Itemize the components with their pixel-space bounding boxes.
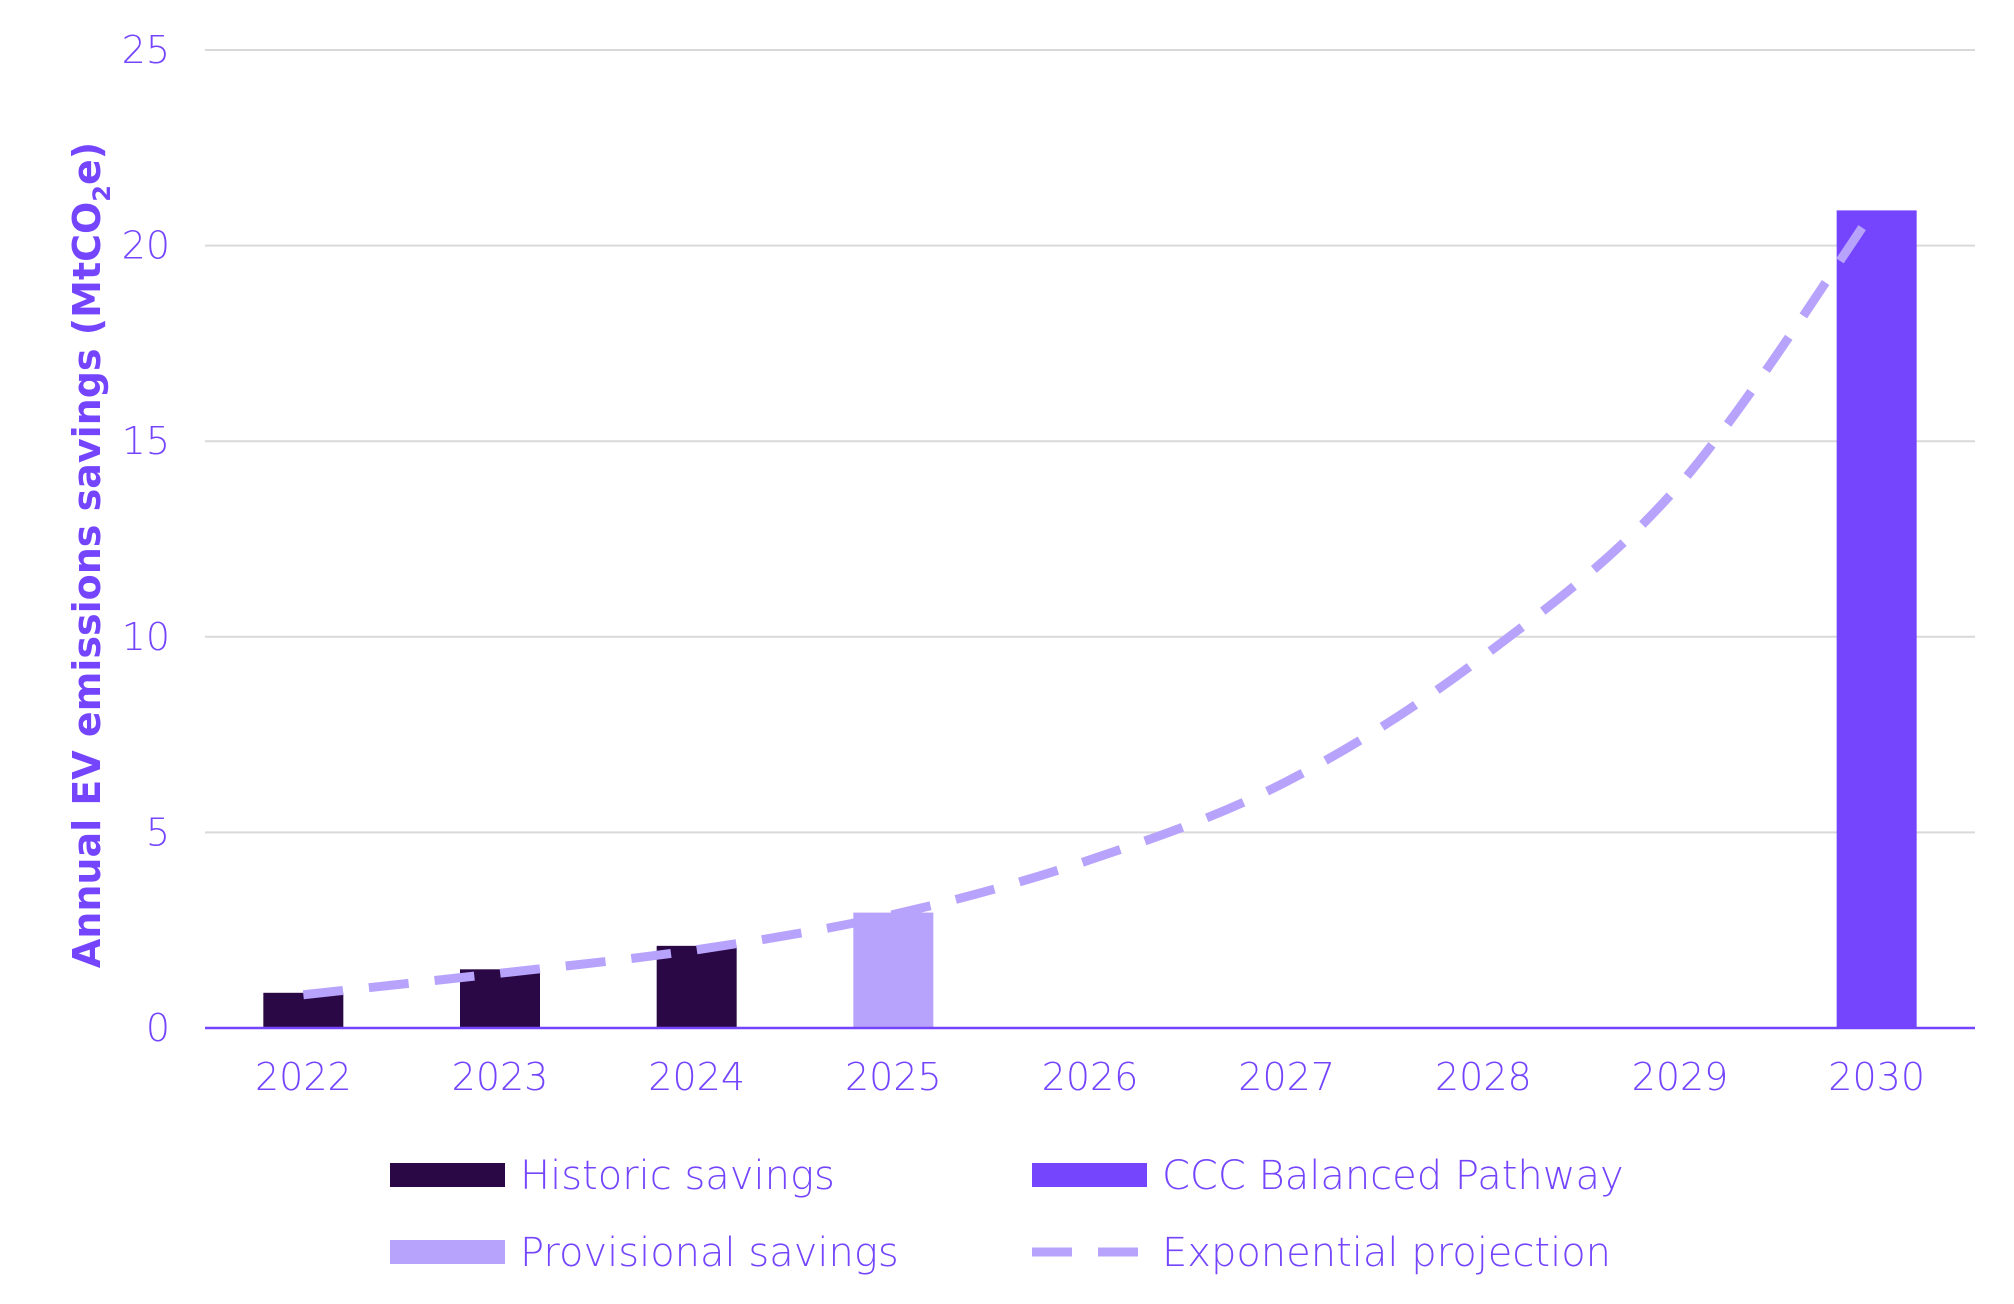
x-tick-label: 2025 — [845, 1055, 942, 1099]
projection-line — [302, 203, 1881, 1000]
x-tick-label: 2023 — [452, 1055, 549, 1099]
x-tick-label: 2024 — [648, 1055, 745, 1099]
y-tick-label: 15 — [122, 419, 170, 463]
x-tick-label: 2028 — [1435, 1055, 1532, 1099]
bar-layer — [263, 210, 1917, 1029]
x-tick-label: 2030 — [1828, 1055, 1925, 1099]
bar-2030 — [1836, 210, 1917, 1029]
legend-label-exponential-projection: Exponential projection — [1162, 1230, 1611, 1276]
bar-2024 — [656, 945, 737, 1028]
y-tick-label: 0 — [146, 1006, 170, 1050]
y-tick-label: 20 — [122, 224, 170, 268]
grid-layer — [205, 49, 1975, 834]
legend-label-historic-savings: Historic savings — [520, 1153, 835, 1199]
bar-2022 — [263, 992, 344, 1028]
y-axis-label: Annual EV emissions savings (MtCO2e) — [65, 142, 116, 968]
legend-swatch-ccc-balanced-pathway — [1032, 1163, 1147, 1187]
legend-swatch-provisional-savings — [390, 1240, 505, 1264]
y-tick-label: 10 — [122, 615, 170, 659]
x-tick-label: 2022 — [255, 1055, 352, 1099]
line-layer — [302, 203, 1881, 1000]
legend-label-provisional-savings: Provisional savings — [520, 1230, 899, 1276]
y-axis-label-main: Annual EV emissions savings (MtCO — [65, 202, 109, 968]
y-tick-label: 25 — [122, 28, 170, 72]
legend-layer: Historic savings CCC Balanced Pathway Prov… — [390, 1153, 1624, 1276]
y-tick-label: 5 — [146, 810, 170, 854]
x-tick-label: 2027 — [1238, 1055, 1335, 1099]
legend-label-ccc-balanced-pathway: CCC Balanced Pathway — [1162, 1153, 1624, 1199]
y-axis-label-end: e) — [65, 142, 109, 185]
x-tick-label: 2026 — [1042, 1055, 1139, 1099]
y-axis-label-sub: 2 — [88, 185, 116, 202]
x-tick-label: 2029 — [1632, 1055, 1729, 1099]
bar-2025 — [853, 912, 934, 1028]
legend-swatch-historic-savings — [390, 1163, 505, 1187]
